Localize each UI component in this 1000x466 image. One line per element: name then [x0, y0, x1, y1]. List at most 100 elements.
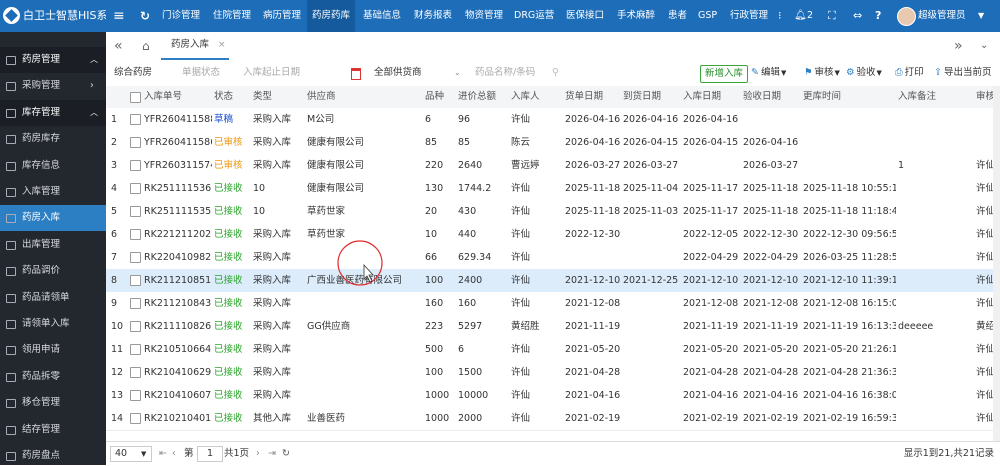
column-header[interactable]: 供应商	[307, 91, 336, 102]
table-row[interactable]: 1 YFR260411588 草稿 采购入库 M公司 6 96 许仙 2026-04-16 202…	[106, 108, 993, 132]
row-checkbox[interactable]	[130, 298, 141, 309]
sidebar-item[interactable]: 药品调价	[0, 258, 106, 284]
tab-menu[interactable]: ⌄	[980, 40, 989, 51]
button-caret[interactable]: ▼	[780, 69, 787, 77]
nav-item[interactable]: GSP	[698, 10, 718, 21]
help-icon[interactable]: ?	[875, 9, 882, 22]
nav-item[interactable]: DRG运营	[514, 10, 555, 21]
tab-close[interactable]: ×	[218, 40, 226, 50]
calendar-icon[interactable]	[351, 68, 361, 80]
next-page[interactable]: ›	[256, 448, 260, 459]
sidebar-label[interactable]: 入库管理	[22, 186, 61, 197]
nav-item[interactable]: 财务报表	[414, 10, 453, 21]
sidebar-label[interactable]: 药品调价	[22, 265, 61, 277]
home-icon[interactable]: ⌂	[142, 39, 150, 53]
sidebar-label[interactable]: 移仓管理	[22, 397, 61, 409]
sidebar-item[interactable]: 库存管理 ︿	[0, 99, 106, 126]
collapse-icon[interactable]: ⇔	[853, 9, 863, 22]
sidebar-label[interactable]: 请领单入库	[22, 318, 70, 329]
row-checkbox[interactable]	[130, 160, 141, 171]
nav-item[interactable]: 病历管理	[263, 10, 302, 21]
button-icon[interactable]: ⇪	[934, 67, 942, 78]
search-input[interactable]: 药品名称/条码	[475, 67, 536, 78]
sidebar-caret[interactable]: ︿	[90, 55, 98, 64]
last-page[interactable]: ⇥	[268, 448, 276, 459]
column-header[interactable]: 更库时间	[803, 91, 842, 102]
reload-page[interactable]: ↻	[282, 448, 290, 459]
button-caret[interactable]: ▼	[834, 69, 840, 77]
row-checkbox[interactable]	[130, 252, 141, 263]
table-row[interactable]: 10 RK211110826 已接收 采购入库 GG供应商 223 5297 黄绍胜 2021-…	[106, 315, 1000, 339]
column-header[interactable]: 审核人	[976, 91, 1000, 102]
button-icon[interactable]: ⚙	[846, 67, 855, 78]
column-header[interactable]: 进价总额	[458, 91, 497, 102]
sidebar-item[interactable]: 采购管理 ›	[0, 73, 106, 99]
toolbar-button[interactable]: ⎙ 打印	[895, 65, 924, 81]
nav-item[interactable]: 基础信息	[363, 10, 402, 21]
sidebar-label[interactable]: 药房盘点	[22, 450, 61, 461]
toolbar-button[interactable]: ⚙ 验收▼	[846, 65, 882, 81]
column-header[interactable]: 状态	[214, 91, 234, 102]
sidebar-label[interactable]: 药房管理	[22, 54, 61, 65]
row-checkbox[interactable]	[130, 367, 141, 378]
sidebar-item[interactable]: 出库管理	[0, 232, 106, 258]
user-name[interactable]: 超级管理员	[918, 10, 966, 21]
column-header[interactable]: 验收日期	[743, 91, 782, 102]
column-header[interactable]: 入库备注	[898, 91, 937, 102]
button-icon[interactable]: ⎙	[895, 67, 903, 78]
table-row[interactable]: 13 RK210410607 已接收 采购入库 1000 10000 许仙 2021-04-1…	[106, 384, 995, 408]
nav-item[interactable]: 手术麻醉	[617, 10, 656, 21]
nav-item[interactable]: 行政管理	[730, 10, 769, 21]
row-checkbox[interactable]	[130, 275, 141, 286]
page-size-caret[interactable]: ▼	[141, 450, 147, 458]
sidebar-item[interactable]: 药房库存	[0, 126, 106, 152]
row-checkbox[interactable]	[130, 390, 141, 401]
button-icon[interactable]: ✎	[751, 67, 759, 78]
tab-label[interactable]: 药房入库	[171, 39, 210, 50]
row-checkbox[interactable]	[130, 321, 141, 332]
button-label[interactable]: 编辑	[760, 67, 780, 78]
status-filter[interactable]: 单据状态	[182, 67, 221, 78]
sidebar-caret[interactable]: ›	[90, 80, 94, 92]
avatar[interactable]	[897, 7, 916, 26]
column-header[interactable]: 品种	[425, 91, 445, 102]
column-header[interactable]: 入库日期	[683, 91, 722, 102]
toolbar-button[interactable]: ✎ 编辑▼	[751, 65, 786, 81]
table-row[interactable]: 7 RK220410982 已接收 采购入库 66 629.34 许仙 2022-04-29 2…	[106, 246, 995, 270]
sidebar-item[interactable]: 药品拆零	[0, 364, 106, 390]
table-row[interactable]: 8 RK211210851 已接收 采购入库 广西业善医药有限公司 100 2400 许仙 20…	[106, 269, 995, 293]
scrollbar[interactable]	[993, 86, 1000, 441]
toolbar-button[interactable]: ⇪ 导出当前页	[934, 65, 991, 81]
row-checkbox[interactable]	[130, 344, 141, 355]
sidebar-item[interactable]: 领用申请	[0, 337, 106, 363]
row-checkbox[interactable]	[130, 114, 141, 125]
table-row[interactable]: 9 RK211210843 已接收 采购入库 160 160 许仙 2021-12-08 202…	[106, 292, 995, 316]
sidebar-item[interactable]: 请领单入库	[0, 311, 106, 337]
button-caret[interactable]: ▼	[876, 69, 882, 77]
table-row[interactable]: 6 RK221211202 已接收 采购入库 草药世家 10 440 许仙 2022-12-30…	[106, 223, 995, 247]
sidebar-item[interactable]: 药房入库	[0, 205, 106, 232]
nav-item[interactable]: 住院管理	[213, 10, 252, 21]
store-select[interactable]: 综合药房	[114, 67, 153, 78]
nav-item[interactable]: 患者	[668, 10, 688, 21]
header-checkbox[interactable]	[130, 92, 141, 103]
table-row[interactable]: 12 RK210410629 已接收 采购入库 100 1500 许仙 2021-04-28 2…	[106, 361, 995, 385]
sidebar-item[interactable]: 库存信息	[0, 153, 106, 179]
button-label[interactable]: 打印	[904, 67, 924, 78]
sidebar-label[interactable]: 库存管理	[22, 106, 61, 118]
date-filter[interactable]: 入库起止日期	[243, 67, 301, 78]
refresh-button[interactable]: ↻	[140, 9, 151, 23]
tab[interactable]: 药房入库 ×	[161, 32, 229, 60]
search-icon[interactable]: ⚲	[552, 67, 559, 78]
table-row[interactable]: 3 YFR260311574 已审核 采购入库 健康有限公司 220 2640 曹远婷 2026…	[106, 154, 995, 178]
button-label[interactable]: 审核	[814, 67, 834, 78]
sidebar-item[interactable]: 药品请领单	[0, 285, 106, 311]
sidebar-item[interactable]: 移仓管理	[0, 390, 106, 416]
page-size[interactable]: 40	[115, 448, 128, 459]
sidebar-item[interactable]: 药房管理 ︿	[0, 47, 106, 73]
row-checkbox[interactable]	[130, 413, 141, 424]
sidebar-label[interactable]: 采购管理	[22, 80, 61, 92]
menu-toggle[interactable]: ≡	[113, 8, 125, 24]
sidebar-label[interactable]: 结存管理	[22, 423, 61, 435]
table-row[interactable]: 4 RK251111536 已接收 10 健康有限公司 130 1744.2 许仙 2025-1…	[106, 177, 995, 201]
